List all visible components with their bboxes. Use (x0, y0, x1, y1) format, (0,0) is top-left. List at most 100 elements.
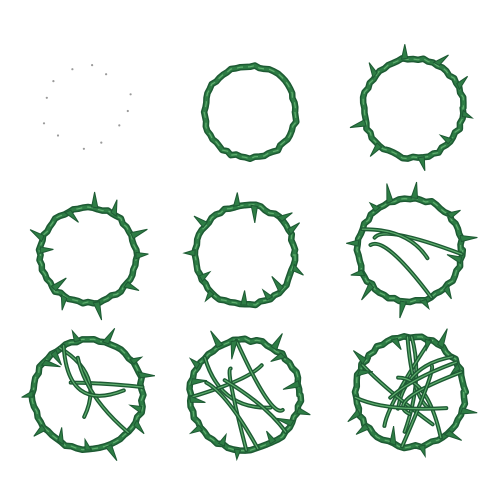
seed-dot (45, 96, 48, 99)
thorn (60, 294, 68, 311)
thorn (204, 289, 215, 303)
thorn (122, 281, 140, 291)
thorn (443, 284, 452, 300)
thorn (271, 276, 285, 293)
thorn (198, 270, 212, 283)
thorn (390, 337, 402, 351)
thorn (110, 199, 118, 217)
thorn (71, 329, 82, 343)
thorn (445, 209, 461, 219)
thorn (210, 330, 224, 349)
thorn (292, 263, 304, 276)
thorn (399, 300, 408, 319)
thorn (287, 222, 301, 236)
thorn (128, 404, 143, 414)
thorn (436, 328, 448, 349)
thorn (438, 134, 454, 145)
seed-dot (82, 147, 85, 150)
thorn (40, 359, 61, 368)
thorn (369, 141, 383, 157)
seed-dot (126, 109, 129, 113)
thorn (193, 215, 208, 229)
frame-9-tangled-vine-ring-icon (347, 328, 478, 459)
thorn (190, 378, 208, 386)
thorn (217, 432, 227, 447)
inner-vine-highlight (389, 361, 457, 399)
thorn (417, 444, 426, 459)
frame-4-thorny-vine-ring-icon (29, 191, 149, 321)
thorn (261, 288, 274, 301)
inner-vine-highlight (235, 340, 284, 412)
thorn (266, 430, 277, 445)
thorn (350, 269, 366, 277)
inner-vine-highlight (401, 365, 433, 447)
thorn (424, 338, 432, 352)
thorn (270, 352, 287, 362)
thorn (446, 254, 463, 265)
thorn (449, 362, 461, 376)
seed-dot (118, 124, 121, 127)
inner-vine-highlight (59, 347, 92, 418)
seed-dot (56, 134, 60, 137)
thorn (91, 191, 99, 209)
thorn (352, 350, 367, 365)
thorn (33, 424, 47, 437)
thorn (368, 201, 381, 213)
thorn (432, 54, 449, 67)
thorn (456, 75, 469, 91)
thorn (189, 395, 206, 403)
seed-dot (42, 122, 46, 125)
inner-vine-highlight (205, 382, 259, 450)
thorn (296, 406, 311, 416)
seed-dot (71, 68, 74, 71)
thorn (92, 301, 103, 321)
thorn (346, 239, 360, 247)
thorn (29, 229, 45, 243)
thorn (57, 427, 64, 446)
thorn (50, 277, 67, 292)
seed-dot (100, 141, 103, 144)
seed-dot (129, 93, 132, 96)
frame-6-thorny-vine-ring-icon (346, 181, 478, 319)
thorn (276, 212, 293, 222)
thorn (361, 281, 375, 301)
thorn (443, 429, 463, 441)
thorn (356, 369, 373, 377)
inner-vine-highlight (354, 396, 447, 410)
thorn (347, 408, 361, 423)
thorn (104, 444, 118, 462)
thorn (21, 389, 34, 398)
inner-vine-highlight (361, 228, 428, 259)
thorn (39, 246, 54, 255)
thorn (459, 234, 478, 243)
frame-8-thorny-vine-ring-icon (186, 330, 311, 462)
thorn (410, 181, 419, 199)
thorn (188, 424, 204, 435)
thorn (63, 209, 79, 223)
thorn (250, 204, 258, 224)
thorn (419, 298, 430, 311)
thorn (349, 119, 367, 129)
thorn (137, 371, 156, 379)
thorn (355, 423, 370, 435)
inner-vine-highlight (70, 382, 143, 388)
inner-vine-highlight (63, 345, 125, 397)
frame-1-seed-dots-ring-icon (42, 64, 132, 150)
frame-3-thorny-vine-ring-icon (349, 44, 474, 172)
thorn (386, 183, 394, 205)
inner-vine-highlight (361, 364, 434, 425)
thorn (129, 228, 148, 240)
thorn (270, 333, 283, 351)
frame-5-thorny-vine-ring-icon (182, 192, 304, 309)
thorn (389, 425, 397, 446)
vine-ring-highlight (362, 57, 464, 160)
frame-2-vine-ring-icon (200, 62, 300, 163)
thorn (133, 419, 145, 435)
thorn (368, 62, 378, 79)
thorn (182, 248, 196, 257)
inner-vine-highlight (402, 371, 462, 415)
thorn (135, 251, 149, 260)
thorn (230, 339, 239, 360)
thorn (101, 327, 116, 345)
